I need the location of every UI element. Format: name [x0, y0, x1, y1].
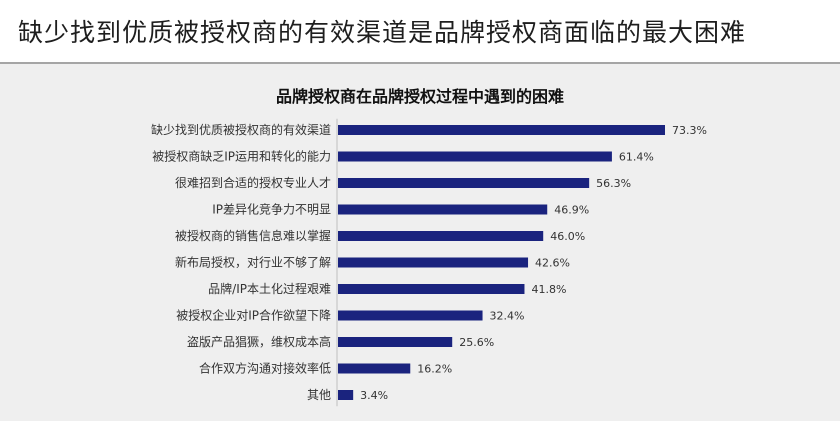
category-label: 被授权商的销售信息难以掌握: [175, 228, 331, 243]
value-label: 42.6%: [535, 257, 570, 270]
value-label: 16.2%: [417, 363, 452, 376]
category-label: 其他: [307, 388, 331, 402]
bar: [338, 257, 529, 268]
bar: [338, 231, 544, 241]
category-label: 缺少找到优质被授权商的有效渠道: [151, 122, 331, 137]
page-title: 缺少找到优质被授权商的有效渠道是品牌授权商面临的最大困难: [18, 18, 747, 47]
value-label: 56.3%: [596, 177, 631, 190]
category-label: 被授权企业对IP合作欲望下降: [176, 308, 331, 323]
value-label: 3.4%: [360, 389, 388, 402]
bar: [338, 151, 612, 162]
value-label: 73.3%: [672, 124, 707, 137]
value-label: 25.6%: [459, 336, 494, 349]
category-label: 合作双方沟通对接效率低: [199, 361, 331, 376]
value-label: 41.8%: [531, 283, 566, 296]
bar: [338, 310, 483, 321]
bar: [338, 125, 665, 135]
value-label: 61.4%: [619, 151, 654, 164]
value-label: 46.9%: [554, 204, 589, 217]
bar: [338, 363, 411, 374]
bar: [338, 178, 590, 188]
page-header: 缺少找到优质被授权商的有效渠道是品牌授权商面临的最大困难: [0, 0, 840, 62]
bar: [338, 204, 548, 215]
bar-group: 缺少找到优质被授权商的有效渠道 73.3% 被授权商缺乏IP运用和转化的能力 61.4…: [151, 122, 707, 402]
chart-title: 品牌授权商在品牌授权过程中遇到的困难: [275, 87, 564, 106]
category-label: 盗版产品猖獗，维权成本高: [187, 334, 331, 349]
category-label: 品牌/IP本土化过程艰难: [208, 281, 331, 296]
bar: [338, 337, 453, 347]
value-label: 32.4%: [490, 310, 525, 323]
category-label: IP差异化竞争力不明显: [212, 203, 331, 217]
category-label: 很难招到合适的授权专业人才: [175, 175, 331, 190]
category-label: 被授权商缺乏IP运用和转化的能力: [152, 149, 331, 164]
bar: [338, 390, 354, 400]
bar: [338, 284, 525, 294]
value-label: 46.0%: [550, 230, 585, 243]
category-label: 新布局授权，对行业不够了解: [175, 255, 331, 270]
header-divider: [0, 62, 840, 64]
